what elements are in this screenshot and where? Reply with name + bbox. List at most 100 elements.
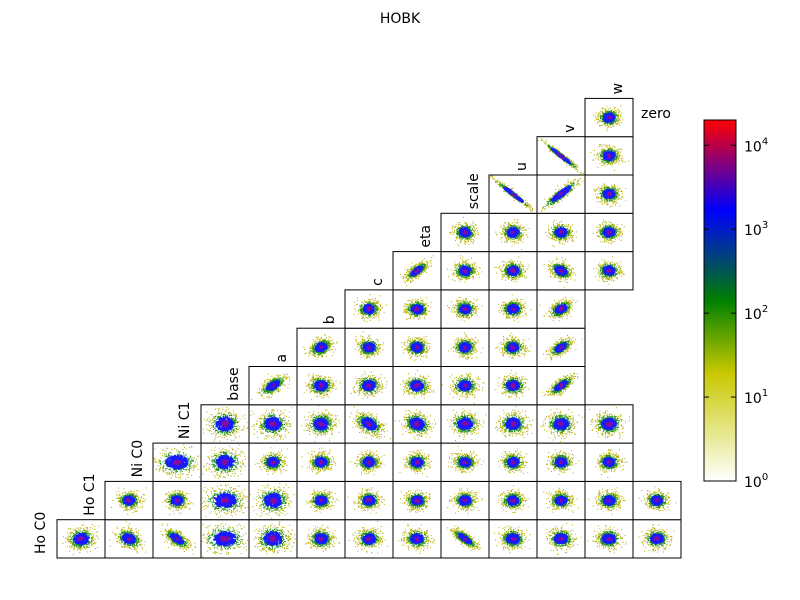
param-label: base — [226, 367, 242, 400]
pair-panel — [201, 443, 249, 481]
param-label: Ho C1 — [82, 473, 98, 515]
pair-panel — [297, 443, 345, 481]
param-label: a — [274, 354, 290, 363]
pair-panel — [489, 443, 537, 481]
colorbar-tick-label: 102 — [744, 304, 768, 323]
pair-panel — [441, 367, 489, 405]
pair-panel — [297, 405, 345, 443]
pair-panel — [297, 481, 345, 519]
pair-panels — [57, 98, 681, 558]
pair-panel — [249, 443, 297, 481]
param-label: zero — [641, 106, 671, 122]
pair-panel — [537, 290, 585, 328]
pair-panel — [297, 367, 345, 405]
pair-panel — [345, 290, 393, 328]
pair-panel — [345, 405, 393, 443]
pair-panel — [393, 520, 441, 558]
pair-panel — [249, 405, 297, 443]
colorbar-tick-label: 100 — [744, 472, 768, 491]
param-label: b — [322, 315, 338, 324]
pair-panel — [489, 367, 537, 405]
pair-panel — [537, 405, 585, 443]
pair-panel — [153, 443, 201, 481]
pair-panel — [585, 98, 633, 136]
pair-panel — [633, 481, 681, 519]
pair-panel — [441, 328, 489, 366]
pair-panel — [489, 481, 537, 519]
colorbar-tick-label: 103 — [744, 220, 768, 239]
pair-panel — [441, 481, 489, 519]
pair-panel — [153, 520, 201, 558]
param-label: v — [562, 124, 578, 132]
pair-panel — [585, 520, 633, 558]
pair-panel — [201, 520, 249, 558]
pair-panel — [585, 175, 633, 213]
pair-panel — [345, 481, 393, 519]
pair-panel — [537, 443, 585, 481]
pair-panel — [345, 520, 393, 558]
pair-panel — [441, 290, 489, 328]
pair-panel — [585, 213, 633, 251]
pair-panel — [489, 328, 537, 366]
param-label: eta — [418, 225, 434, 248]
param-label: Ho C0 — [33, 512, 49, 554]
pair-panel — [489, 252, 537, 290]
pair-panel — [489, 175, 537, 213]
pair-panel — [249, 520, 297, 558]
pair-panel — [249, 367, 297, 405]
param-label: Ni C0 — [130, 440, 146, 478]
pair-panel — [345, 328, 393, 366]
pair-panel — [537, 213, 585, 251]
param-label: scale — [466, 173, 482, 209]
pair-panel — [393, 481, 441, 519]
pair-panel — [585, 405, 633, 443]
pair-panel — [249, 481, 297, 519]
pair-panel — [489, 405, 537, 443]
param-label: Ni C1 — [177, 402, 193, 440]
pair-panel — [297, 328, 345, 366]
pair-panel — [105, 520, 153, 558]
pair-panel — [585, 481, 633, 519]
pair-panel — [297, 520, 345, 558]
param-label: w — [610, 83, 626, 94]
colorbar: 100 101 102 103 104 — [704, 120, 768, 491]
colorbar-tick-label: 101 — [744, 388, 768, 407]
pair-panel — [441, 213, 489, 251]
param-label: c — [370, 278, 386, 286]
pair-panel — [537, 175, 585, 213]
chart-title: HOBK — [380, 11, 421, 27]
pair-panel — [489, 290, 537, 328]
pair-panel — [345, 443, 393, 481]
pair-panel — [585, 252, 633, 290]
pair-panel — [489, 213, 537, 251]
pair-panel — [393, 443, 441, 481]
pair-panel — [201, 481, 249, 519]
pair-panel — [489, 520, 537, 558]
pair-panel — [201, 405, 249, 443]
pair-panel — [105, 481, 153, 519]
pair-panel — [585, 137, 633, 175]
pair-panel — [393, 328, 441, 366]
pair-panel — [633, 520, 681, 558]
pair-panel — [57, 520, 105, 558]
pair-panel — [537, 137, 585, 175]
pair-panel — [441, 252, 489, 290]
pair-panel — [441, 520, 489, 558]
pair-panel — [537, 520, 585, 558]
pair-panel — [345, 367, 393, 405]
pair-panel — [393, 252, 441, 290]
pair-panel — [393, 405, 441, 443]
pair-panel — [537, 328, 585, 366]
colorbar-tick-label: 104 — [744, 136, 768, 155]
pair-panel — [537, 252, 585, 290]
pair-panel — [393, 290, 441, 328]
colorbar-gradient — [704, 120, 736, 481]
pair-panel — [441, 405, 489, 443]
pair-panel — [537, 481, 585, 519]
pair-panel — [153, 481, 201, 519]
pair-panel — [393, 367, 441, 405]
pair-panel — [585, 443, 633, 481]
pair-panel — [537, 367, 585, 405]
pair-panel — [441, 443, 489, 481]
